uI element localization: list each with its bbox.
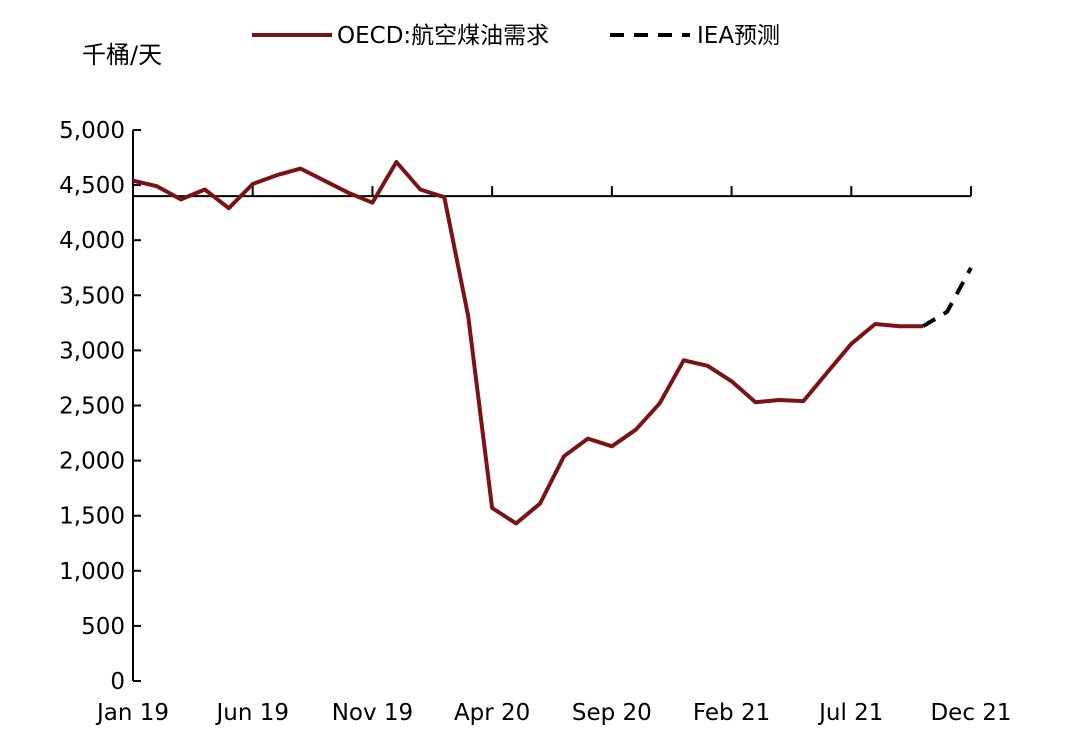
y-tick-label: 1,500 bbox=[59, 504, 125, 530]
series-line-iea-forecast bbox=[922, 266, 973, 328]
y-tick-label: 1,000 bbox=[59, 559, 125, 585]
series bbox=[132, 160, 973, 526]
legend: OECD:航空煤油需求 IEA预测 bbox=[252, 23, 780, 49]
legend-label-iea: IEA预测 bbox=[697, 23, 780, 49]
x-tick-label: Jun 19 bbox=[214, 700, 289, 726]
legend-label-oecd: OECD:航空煤油需求 bbox=[337, 23, 549, 49]
x-tick-label: Jan 19 bbox=[95, 700, 169, 726]
y-tick-label: 5,000 bbox=[59, 118, 125, 144]
y-tick-label: 0 bbox=[110, 669, 125, 695]
x-tick-label: Sep 20 bbox=[572, 700, 652, 726]
x-tick-label: Dec 21 bbox=[930, 700, 1011, 726]
y-tick-label: 2,000 bbox=[59, 449, 125, 475]
x-tick-label: Feb 21 bbox=[693, 700, 770, 726]
x-tick-label: Jul 21 bbox=[817, 700, 883, 726]
y-tick-label: 500 bbox=[81, 614, 125, 640]
y-axis-unit-label: 千桶/天 bbox=[82, 41, 162, 69]
y-tick-label: 3,000 bbox=[59, 338, 125, 364]
y-tick-label: 4,000 bbox=[59, 228, 125, 254]
x-tick-label: Apr 20 bbox=[454, 700, 530, 726]
axes: 0 500 1,000 1,500 2,000 2,500 3,000 3,500 4,000 4… bbox=[59, 118, 1011, 726]
y-tick-label: 2,500 bbox=[59, 394, 125, 420]
y-tick-label: 4,500 bbox=[59, 173, 125, 199]
x-tick-label: Nov 19 bbox=[332, 700, 413, 726]
series-line-oecd-jet-fuel-demand bbox=[132, 160, 924, 526]
y-tick-label: 3,500 bbox=[59, 283, 125, 309]
